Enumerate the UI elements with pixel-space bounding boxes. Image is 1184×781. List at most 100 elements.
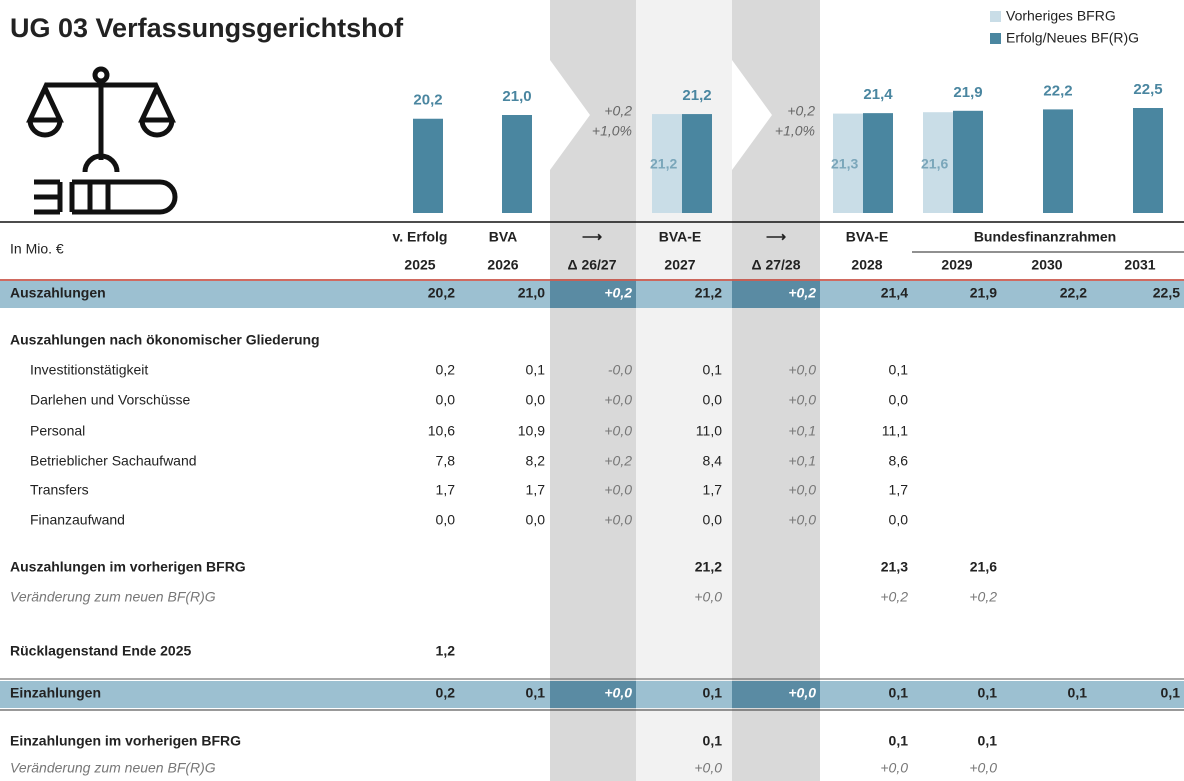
cell: +0,0 (788, 392, 816, 408)
header-year: 2029 (941, 257, 972, 273)
cell: 0,1 (1161, 685, 1181, 701)
cell: 0,0 (436, 392, 456, 408)
scales-icon (26, 66, 178, 215)
cell: 21,6 (970, 559, 997, 575)
bar-value-label: 21,4 (863, 86, 893, 103)
row-label: Personal (30, 423, 85, 439)
cell: +0,0 (788, 685, 816, 701)
cell: 0,1 (526, 685, 546, 701)
cell: 8,6 (889, 453, 909, 469)
row-label: Veränderung zum neuen BF(R)G (10, 760, 216, 776)
header-top: ⟶ (766, 229, 786, 245)
cell: 10,9 (518, 423, 545, 439)
cell: 11,1 (882, 423, 908, 439)
group-header: Bundesfinanzrahmen (974, 229, 1116, 245)
header-top: v. Erfolg (393, 229, 448, 245)
bar (863, 113, 893, 213)
legend-swatch (990, 33, 1001, 44)
cell: +0,0 (604, 512, 632, 528)
delta-abs: +0,2 (604, 103, 632, 119)
row-label: Investitionstätigkeit (30, 362, 148, 378)
row-label: Transfers (30, 482, 89, 498)
cell: 22,2 (1060, 285, 1087, 301)
cell: 0,1 (703, 362, 723, 378)
header-year: 2027 (664, 257, 695, 273)
cell: +0,0 (788, 512, 816, 528)
cell: 20,2 (428, 285, 455, 301)
legend-swatch (990, 11, 1001, 22)
cell: +0,0 (788, 362, 816, 378)
bar-value-label: 20,2 (413, 92, 442, 109)
cell: 1,7 (703, 482, 723, 498)
cell: 7,8 (436, 453, 456, 469)
cell: +0,2 (604, 453, 632, 469)
legend-label: Vorheriges BFRG (1006, 8, 1116, 24)
header-year: Δ 26/27 (568, 257, 617, 273)
header-top: BVA (489, 229, 518, 245)
cell: +0,1 (788, 423, 816, 439)
cell: 1,7 (436, 482, 456, 498)
cell: +0,2 (788, 285, 816, 301)
cell: +0,0 (880, 760, 908, 776)
legend-label: Erfolg/Neues BF(R)G (1006, 30, 1139, 46)
cell: +0,2 (604, 285, 632, 301)
bar-value-label: 21,9 (953, 84, 982, 101)
band-delta (550, 681, 636, 708)
header-year: 2028 (851, 257, 882, 273)
cell: 0,0 (526, 392, 546, 408)
header-top: BVA-E (659, 229, 702, 245)
bar (953, 110, 983, 213)
unit-label: In Mio. € (10, 241, 64, 257)
bar (652, 114, 682, 213)
bar (682, 114, 712, 213)
cell: 21,0 (518, 285, 545, 301)
cell: 0,0 (526, 512, 546, 528)
header-year: 2025 (404, 257, 435, 273)
cell: 0,1 (889, 733, 909, 749)
cell: 1,7 (526, 482, 546, 498)
cell: 0,0 (889, 392, 909, 408)
row-label: Auszahlungen (10, 285, 106, 301)
cell: 21,2 (695, 559, 722, 575)
cell: 0,1 (1068, 685, 1088, 701)
cell: 21,3 (881, 559, 908, 575)
row-label: Rücklagenstand Ende 2025 (10, 643, 192, 659)
cell: 0,2 (436, 362, 456, 378)
cell: 0,1 (703, 733, 723, 749)
cell: +0,0 (604, 423, 632, 439)
cell: 1,7 (889, 482, 909, 498)
row-label: Betrieblicher Sachaufwand (30, 453, 197, 469)
title: UG 03 Verfassungsgerichtshof (10, 13, 404, 43)
cell: 8,4 (703, 453, 723, 469)
bar (923, 112, 953, 213)
bar-value-label: 22,5 (1133, 81, 1162, 98)
cell: 1,2 (436, 643, 456, 659)
delta-abs: +0,2 (787, 103, 815, 119)
row-label: Finanzaufwand (30, 512, 125, 528)
bar (413, 118, 443, 213)
row-label: Einzahlungen (10, 685, 101, 701)
bar-value-label: 21,3 (831, 156, 858, 172)
cell: +0,0 (604, 685, 632, 701)
cell: -0,0 (608, 362, 632, 378)
header-year: Δ 27/28 (752, 257, 801, 273)
bar-value-label: 21,2 (682, 87, 711, 104)
cell: +0,0 (694, 760, 722, 776)
header-top: ⟶ (582, 229, 602, 245)
cell: +0,0 (694, 589, 722, 605)
bar (1133, 108, 1163, 213)
header-top: BVA-E (846, 229, 889, 245)
cell: +0,0 (788, 482, 816, 498)
cell: +0,1 (788, 453, 816, 469)
cell: +0,2 (969, 589, 997, 605)
header-year: 2031 (1124, 257, 1155, 273)
bar (833, 113, 863, 213)
row-label: Darlehen und Vorschüsse (30, 392, 191, 408)
header-year: 2030 (1031, 257, 1062, 273)
cell: 21,4 (881, 285, 908, 301)
cell: 0,0 (703, 392, 723, 408)
cell: 22,5 (1153, 285, 1180, 301)
cell: +0,2 (880, 589, 908, 605)
